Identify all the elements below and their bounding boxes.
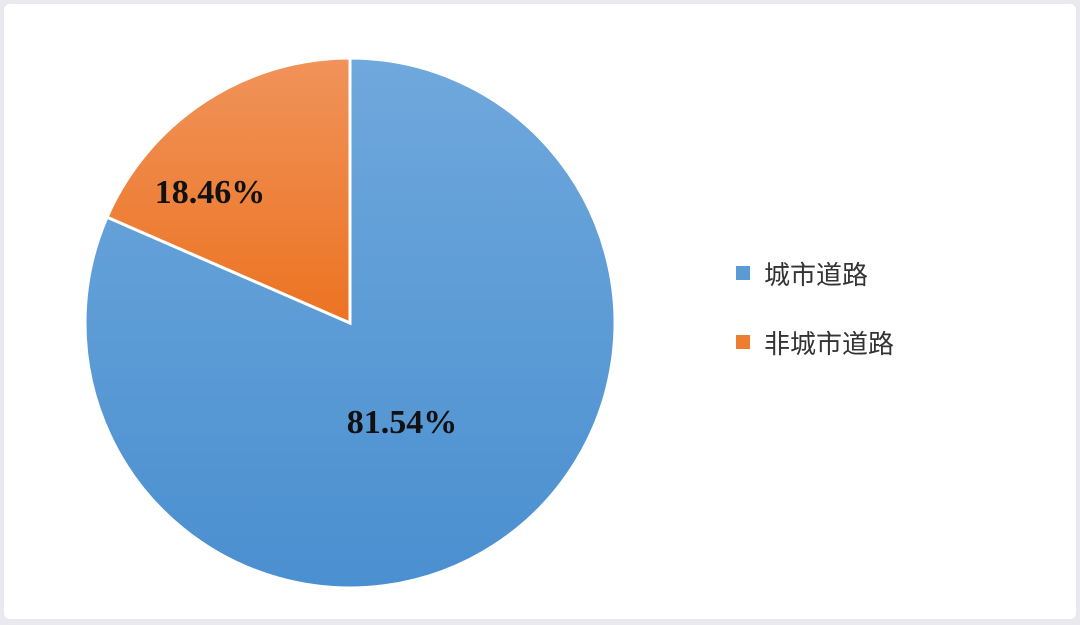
legend: 城市道路 非城市道路 xyxy=(736,261,894,360)
legend-label-0: 城市道路 xyxy=(764,261,868,291)
data-label-1: 18.46% xyxy=(155,174,266,211)
legend-swatch-0 xyxy=(736,266,750,280)
legend-swatch-1 xyxy=(736,335,750,349)
data-label-0: 81.54% xyxy=(347,404,458,441)
pie-slice-1 xyxy=(105,56,352,326)
legend-label-1: 非城市道路 xyxy=(764,330,894,360)
